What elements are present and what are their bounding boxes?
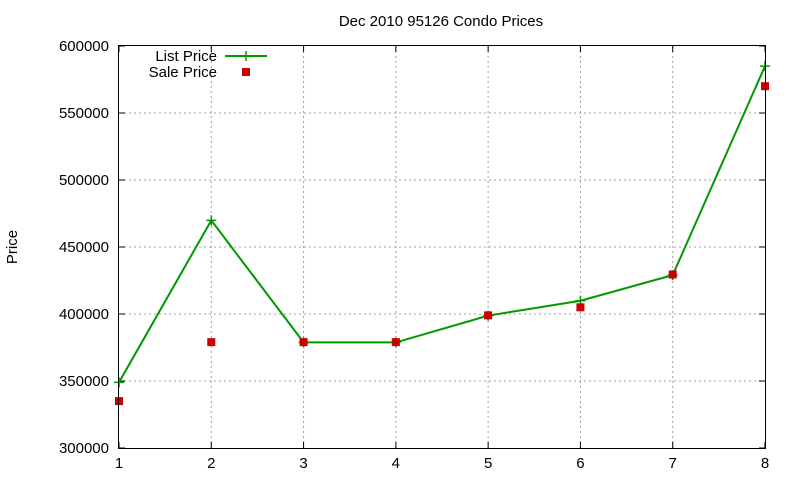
y-tick-label: 450000 (59, 239, 109, 256)
x-tick-label: 4 (392, 455, 400, 472)
y-tick-label: 350000 (59, 373, 109, 390)
series-line (118, 65, 766, 383)
plot-frame (118, 45, 766, 449)
y-tick-label: 300000 (59, 440, 109, 457)
data-point (391, 338, 400, 347)
y-tick-label: 600000 (59, 38, 109, 55)
legend-label: Sale Price (149, 64, 217, 81)
axis-ticks: 300000 350000 400000 450000 500000 550000 6000… (59, 38, 769, 472)
data-point (668, 270, 677, 279)
series-layer (114, 61, 770, 406)
grid-lines (119, 46, 765, 448)
data-point (484, 311, 493, 320)
chart-title: Dec 2010 95126 Condo Prices (339, 13, 543, 30)
x-tick-label: 1 (115, 455, 123, 472)
legend-marker (242, 68, 250, 76)
x-tick-label: 6 (576, 455, 584, 472)
data-point (299, 338, 308, 347)
y-tick-label: 400000 (59, 306, 109, 323)
x-tick-label: 5 (484, 455, 492, 472)
x-tick-label: 8 (761, 455, 769, 472)
y-tick-label: 550000 (59, 105, 109, 122)
data-point (207, 338, 216, 347)
y-axis-label: Price (4, 230, 21, 264)
y-tick-label: 500000 (59, 172, 109, 189)
legend-marker (241, 51, 251, 61)
x-tick-label: 7 (669, 455, 677, 472)
series-sale-price (115, 82, 769, 406)
legend-label: List Price (155, 48, 217, 65)
data-point (206, 215, 217, 226)
data-point (576, 303, 585, 312)
x-tick-label: 2 (207, 455, 215, 472)
x-tick-label: 3 (299, 455, 307, 472)
